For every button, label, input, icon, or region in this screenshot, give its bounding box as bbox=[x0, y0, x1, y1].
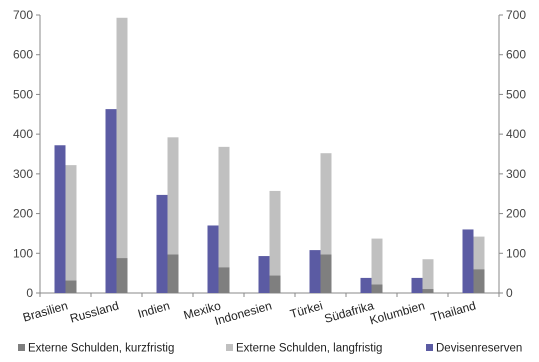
y-tick-label-right: 200 bbox=[506, 207, 526, 221]
x-tick-label: Russland bbox=[68, 298, 120, 325]
y-tick-label-right: 600 bbox=[506, 48, 526, 62]
bar-schulden-kurzfristig bbox=[218, 267, 230, 293]
legend-swatch bbox=[18, 344, 25, 351]
bar-schulden-langfristig bbox=[167, 137, 179, 255]
y-tick-label-right: 400 bbox=[506, 127, 526, 141]
y-tick-label-left: 500 bbox=[13, 87, 33, 101]
bar-schulden-kurzfristig bbox=[167, 254, 179, 293]
x-tick-label: Indonesien bbox=[213, 298, 273, 328]
y-tick-label-right: 300 bbox=[506, 167, 526, 181]
y-tick-label-right: 0 bbox=[506, 286, 513, 300]
bar-schulden-kurzfristig bbox=[65, 280, 77, 293]
bar-schulden-langfristig bbox=[320, 153, 332, 255]
bar-schulden-langfristig bbox=[218, 146, 230, 268]
x-tick-label: Indien bbox=[136, 298, 171, 320]
bar-devisenreserven bbox=[360, 277, 372, 293]
bar-devisenreserven bbox=[462, 229, 474, 293]
bar-schulden-langfristig bbox=[65, 165, 77, 281]
y-tick-label-left: 0 bbox=[26, 286, 33, 300]
legend-swatch bbox=[226, 344, 233, 351]
bar-devisenreserven bbox=[411, 277, 423, 293]
y-tick-label-right: 700 bbox=[506, 8, 526, 22]
legend: Externe Schulden, kurzfristig Externe Sch… bbox=[18, 343, 522, 355]
bar-devisenreserven bbox=[207, 225, 219, 293]
bar-devisenreserven bbox=[156, 194, 168, 293]
y-tick-label-left: 700 bbox=[13, 8, 33, 22]
y-tick-label-left: 200 bbox=[13, 207, 33, 221]
bar-schulden-kurzfristig bbox=[269, 275, 281, 293]
y-tick-label-left: 100 bbox=[13, 246, 33, 260]
x-tick-label: Thailand bbox=[429, 298, 477, 324]
bar-schulden-langfristig bbox=[269, 190, 281, 276]
bar-schulden-kurzfristig bbox=[422, 289, 434, 293]
bar-devisenreserven bbox=[105, 109, 117, 293]
x-tick-label: Südafrika bbox=[323, 298, 376, 326]
bar-devisenreserven bbox=[54, 145, 66, 293]
legend-label: Devisenreserven bbox=[436, 343, 522, 355]
bar-schulden-langfristig bbox=[473, 236, 485, 270]
bar-schulden-kurzfristig bbox=[116, 258, 128, 293]
bar-devisenreserven bbox=[258, 256, 270, 293]
bar-schulden-langfristig bbox=[422, 259, 434, 290]
bar-schulden-kurzfristig bbox=[473, 269, 485, 293]
x-tick-label: Türkei bbox=[288, 298, 324, 321]
y-tick-label-left: 400 bbox=[13, 127, 33, 141]
legend-swatch bbox=[426, 344, 433, 351]
bar-schulden-kurzfristig bbox=[371, 284, 383, 293]
y-axis-left: 0 100 200 300 400 500 600 700 bbox=[13, 8, 40, 300]
legend-label: Externe Schulden, kurzfristig bbox=[28, 343, 174, 355]
x-tick-label: Brasilien bbox=[21, 298, 69, 324]
bar-devisenreserven bbox=[309, 250, 321, 293]
legend-label: Externe Schulden, langfristig bbox=[236, 343, 382, 355]
y-tick-label-left: 300 bbox=[13, 167, 33, 181]
plot-area bbox=[54, 17, 485, 293]
y-tick-label-left: 600 bbox=[13, 48, 33, 62]
bar-schulden-langfristig bbox=[371, 238, 383, 285]
x-tick-label: Kolumbien bbox=[368, 298, 426, 327]
bar-schulden-langfristig bbox=[116, 17, 128, 259]
y-tick-label-right: 100 bbox=[506, 246, 526, 260]
y-axis-right: 0 100 200 300 400 500 600 700 bbox=[499, 8, 526, 300]
bar-schulden-kurzfristig bbox=[320, 254, 332, 293]
y-tick-label-right: 500 bbox=[506, 87, 526, 101]
